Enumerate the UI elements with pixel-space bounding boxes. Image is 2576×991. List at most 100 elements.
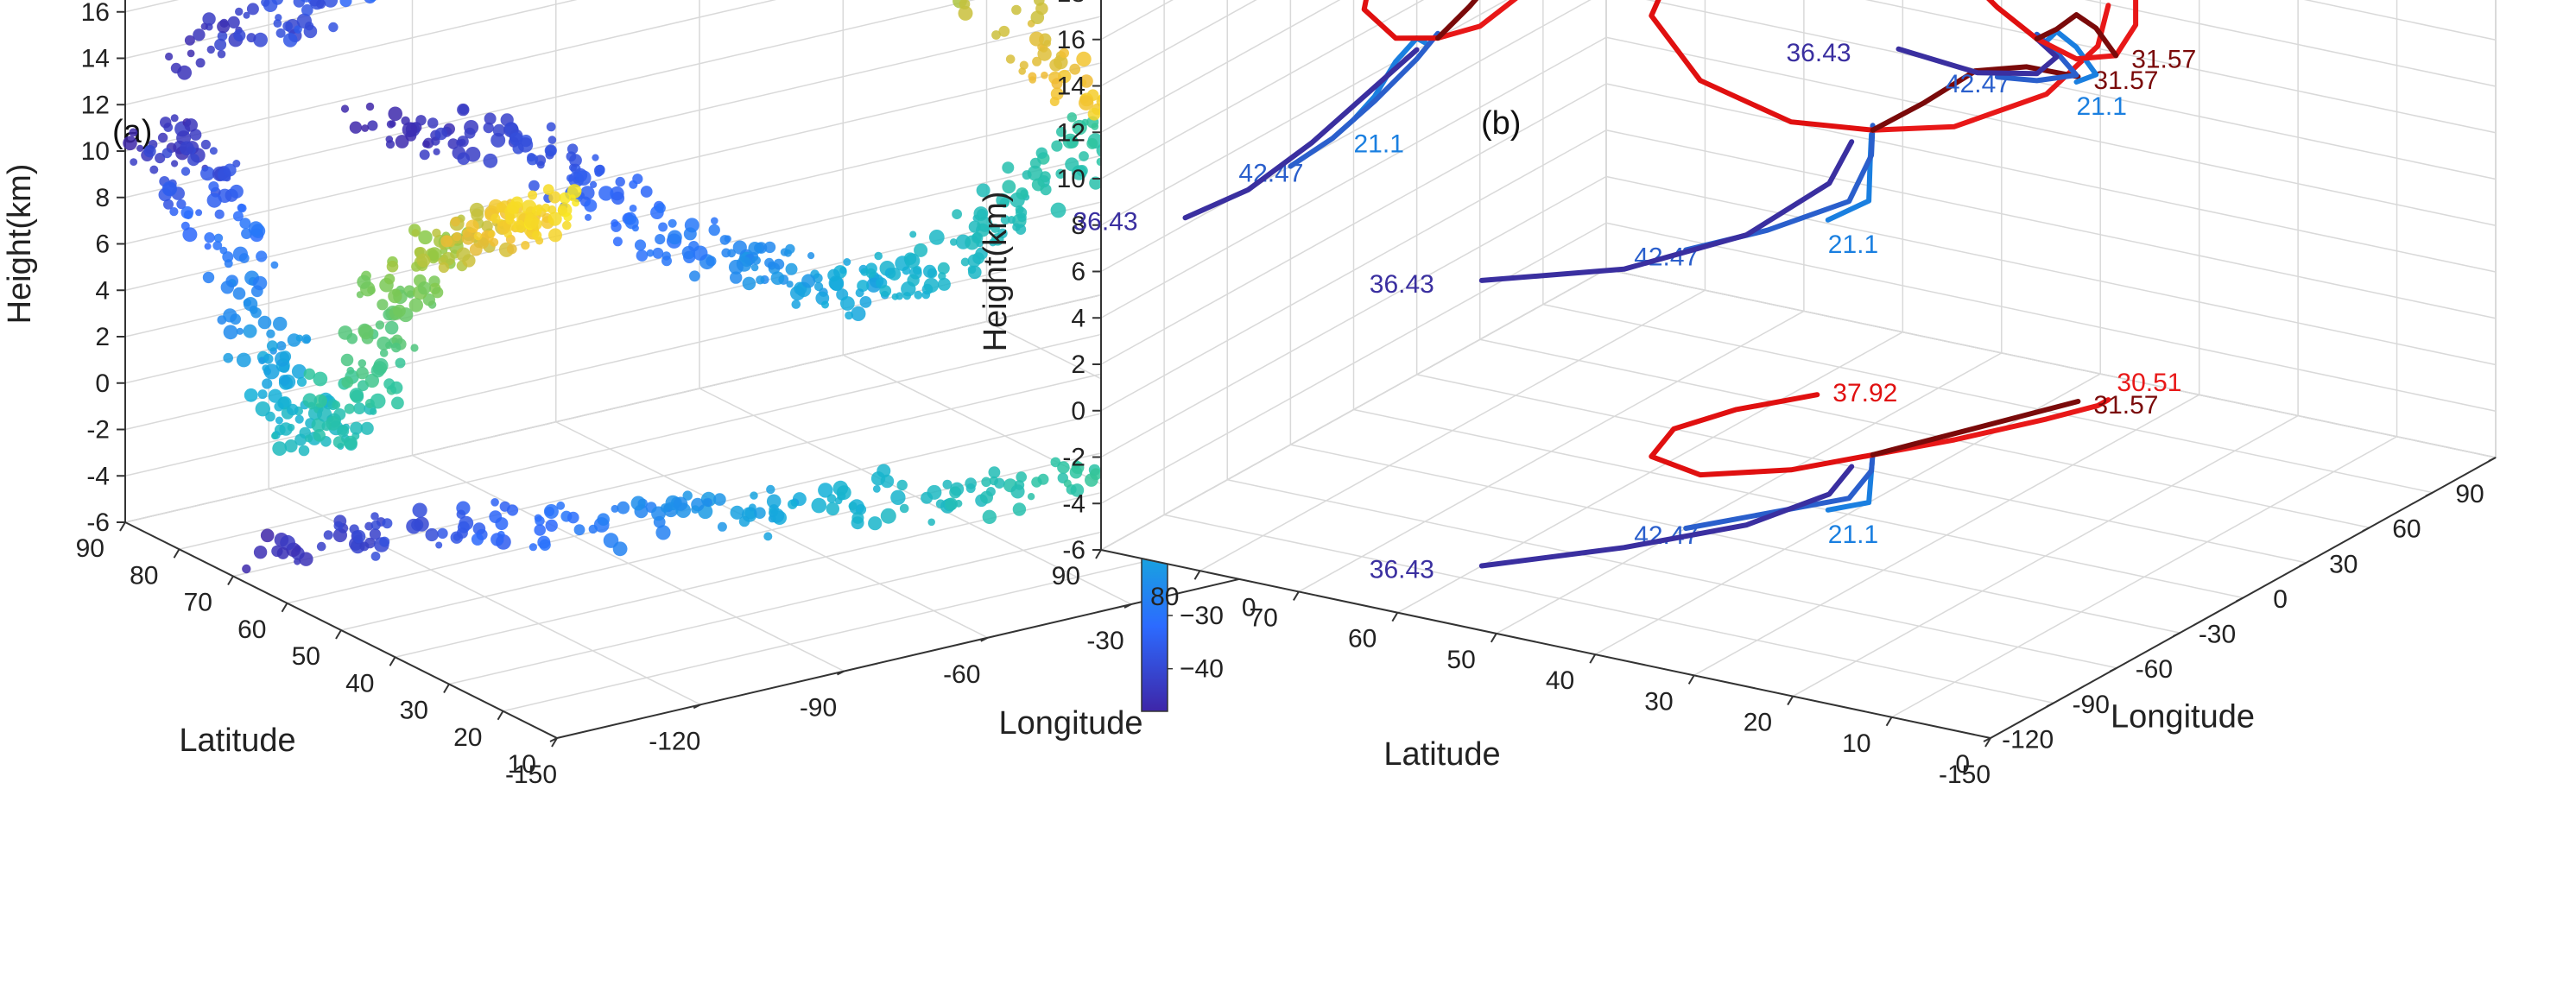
scatter-point [418,230,433,245]
scatter-point [176,199,187,210]
scatter-point [469,202,484,218]
scatter-point [598,186,614,201]
scatter-point [868,516,883,531]
scatter-point [728,259,744,275]
scatter-point [547,136,557,144]
scatter-point [569,154,582,167]
scatter-point [1062,133,1079,149]
x-tick-label: -120 [649,727,700,755]
scatter-point [942,479,953,489]
scatter-point [848,502,858,511]
scatter-point [1065,157,1079,172]
scatter-point [1050,457,1061,468]
z-tick-label: 4 [1071,304,1085,332]
scatter-point [217,31,228,41]
scatter-point [276,341,287,351]
scatter-point [364,373,379,388]
trajectory-31.57 [1870,399,2081,458]
scatter-point [237,204,247,213]
scatter-point [1028,72,1037,81]
scatter-point [959,0,971,9]
z-tick-label: 16 [81,0,110,27]
z-tick-label: 2 [1071,350,1085,379]
scatter-point [301,0,312,3]
scatter-point [730,505,744,520]
z-tick-label: 0 [1071,397,1085,426]
scatter-point [274,401,284,412]
scatter-point [377,336,391,350]
scatter-point [872,485,881,493]
scatter-point [1063,479,1072,488]
scatter-point [382,518,393,529]
scatter-point [386,120,396,129]
scatter-point [769,508,785,523]
scatter-point [282,33,298,47]
trajectory-label: 36.43 [1073,207,1138,236]
scatter-point [391,396,404,410]
scatter-point [275,416,283,425]
scatter-point [597,513,610,526]
z-tick-label: -2 [86,416,110,445]
y-tick-label: 70 [184,589,212,617]
scatter-point [556,501,566,510]
scatter-point [1050,87,1064,101]
scatter-point [928,230,945,245]
trajectory-label: 36.43 [1370,556,1434,584]
scatter-point [484,112,497,125]
scatter-point [1056,126,1066,137]
trajectory-37.92 [1986,0,2040,41]
scatter-point [239,218,251,230]
scatter-point [149,165,159,174]
scatter-point [661,256,672,267]
scatter-point [313,429,326,442]
scatter-point [580,186,595,200]
scatter-point [559,192,571,205]
scatter-point [545,519,558,532]
scatter-point [370,393,386,409]
y-tick-label: 50 [292,642,320,671]
scatter-point [611,219,619,227]
scatter-point [1055,168,1066,179]
scatter-point [584,199,598,212]
scatter-point [491,498,499,507]
scatter-point [184,118,198,132]
scatter-point [242,564,251,574]
scatter-point [272,441,288,456]
scatter-point [415,115,427,126]
scatter-point [631,224,639,232]
scatter-point [988,466,1001,478]
scatter-point [542,184,554,195]
scatter-point [611,504,619,513]
scatter-point [422,140,430,148]
scatter-point [713,493,726,506]
scatter-point [801,274,816,288]
y-axis-line [1100,549,1991,739]
scatter-point [937,262,950,275]
scatter-point [888,268,902,281]
scatter-point [1031,178,1045,192]
x-tick-label: -30 [2199,621,2236,649]
scatter-point [447,138,459,149]
scatter-point [977,216,993,232]
scatter-point [208,181,219,193]
scatter-point [593,165,605,176]
scatter-point [1089,176,1103,190]
scatter-point [927,484,942,500]
scatter-point [250,307,262,319]
scatter-point [214,38,227,51]
scatter-point [180,167,191,176]
scatter-point [527,154,539,166]
scatter-point [1029,31,1044,47]
scatter-point [991,224,1000,233]
scatter-point [350,389,364,403]
z-tick-label: -6 [86,508,110,537]
scatter-point [340,353,354,367]
scatter-point [763,241,776,254]
scatter-point [305,434,313,443]
trajectory-21.1 [2044,28,2099,85]
y-tick-label: 10 [508,750,536,779]
scatter-point [1076,51,1092,67]
